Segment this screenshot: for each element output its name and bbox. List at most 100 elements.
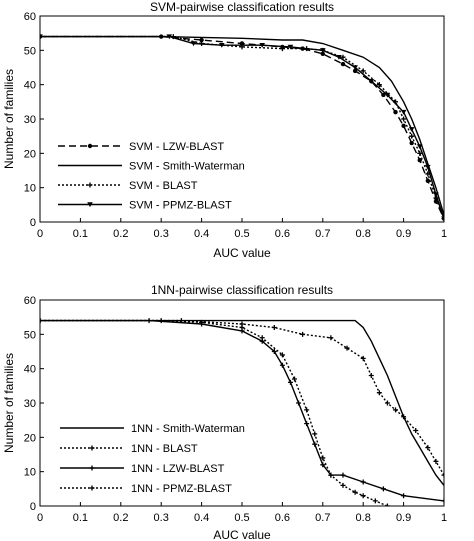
data-point [400, 109, 407, 115]
data-point [259, 42, 265, 48]
x-tick-label: 1 [441, 512, 447, 524]
data-point [360, 68, 366, 74]
y-tick-label: 40 [24, 80, 36, 92]
x-tick-label: 0.6 [275, 228, 290, 240]
data-point [199, 319, 205, 325]
y-tick-label: 0 [30, 217, 36, 229]
x-tick-label: 0.3 [154, 512, 169, 524]
x-tick-label: 0.2 [113, 228, 128, 240]
series-4 [40, 34, 444, 222]
data-point [368, 79, 375, 84]
series-group [40, 318, 444, 506]
legend-marker [89, 485, 95, 491]
legend-label: SVM - PPMZ-BLAST [129, 200, 232, 212]
legend-label: SVM - Smith-Waterman [129, 161, 245, 173]
legend-marker [89, 445, 95, 451]
data-point [312, 441, 318, 447]
x-axis-label: AUC value [213, 246, 271, 260]
data-point [312, 431, 318, 437]
x-tick-label: 1 [441, 228, 447, 240]
data-point [279, 362, 285, 368]
series-2 [40, 35, 444, 216]
x-tick-label: 0.9 [396, 228, 411, 240]
y-tick-label: 10 [24, 183, 36, 195]
series-line [40, 319, 444, 476]
data-point [433, 192, 439, 198]
series-3 [40, 34, 444, 222]
data-point [417, 158, 422, 163]
legend-entry: 1NN - LZW-BLAST [60, 463, 225, 475]
data-point [219, 42, 225, 48]
x-ticks: 0 0.1 0.2 0.3 0.4 0.5 0.6 0.7 0.8 0.9 1 [37, 218, 447, 240]
data-point [300, 331, 306, 337]
legend: SVM - LZW-BLAST SVM - Smith-Waterman SVM -… [58, 141, 245, 212]
y-tick-label: 50 [24, 45, 36, 57]
y-tick-label: 0 [30, 501, 36, 513]
x-tick-label: 0.2 [113, 512, 128, 524]
data-point [401, 123, 406, 129]
1nn-chart: 1NN-pairwise classification results AUC … [2, 283, 447, 541]
data-point [441, 498, 444, 504]
data-point [336, 55, 342, 60]
data-point [239, 324, 245, 330]
x-tick-label: 0 [37, 228, 43, 240]
x-axis-label: AUC value [213, 528, 271, 541]
data-point [340, 61, 346, 67]
y-tick-label: 30 [24, 114, 36, 126]
data-point [344, 345, 350, 351]
x-tick-label: 0.3 [154, 228, 169, 240]
legend-entry: SVM - PPMZ-BLAST [58, 200, 232, 212]
x-tick-label: 0.5 [234, 512, 249, 524]
x-tick-label: 0.1 [73, 228, 88, 240]
legend-label: 1NN - BLAST [131, 443, 198, 455]
data-point [408, 127, 415, 132]
x-tick-label: 0.9 [396, 512, 411, 524]
y-ticks: 0 10 20 30 40 50 60 [24, 11, 44, 229]
data-point [425, 164, 431, 170]
series-line [40, 35, 444, 219]
legend-label: SVM - BLAST [129, 180, 198, 192]
data-point [360, 493, 366, 499]
data-point [384, 400, 390, 406]
data-point [304, 421, 310, 427]
data-point [393, 109, 398, 115]
data-point [292, 376, 298, 382]
legend-marker [87, 182, 93, 188]
y-ticks: 0 10 20 30 40 50 60 [24, 295, 44, 513]
y-tick-label: 20 [24, 148, 36, 160]
data-point [425, 178, 431, 183]
chart-title: 1NN-pairwise classification results [151, 283, 333, 297]
data-point [380, 486, 386, 492]
legend-entry: 1NN - Smith-Waterman [60, 423, 245, 435]
data-point [425, 445, 431, 451]
data-point [287, 44, 294, 50]
x-tick-label: 0.4 [194, 512, 209, 524]
data-point [393, 407, 399, 413]
series-3 [40, 318, 444, 504]
data-point [304, 407, 310, 413]
y-axis-label: Number of families [2, 353, 16, 453]
legend: 1NN - Smith-Waterman 1NN - BLAST 1NN - LZW… [60, 423, 245, 495]
data-point [296, 400, 302, 406]
data-point [328, 335, 334, 341]
data-point [384, 503, 390, 506]
data-point [401, 414, 407, 420]
y-tick-label: 10 [24, 467, 36, 479]
data-point [381, 92, 386, 98]
data-point [279, 352, 285, 358]
data-point [368, 373, 374, 379]
chart-title: SVM-pairwise classification results [150, 0, 334, 14]
x-tick-label: 0.7 [315, 512, 330, 524]
legend-marker [89, 465, 95, 471]
data-point [340, 482, 346, 488]
data-point [360, 479, 366, 485]
data-point [372, 498, 378, 504]
legend-label: 1NN - LZW-BLAST [131, 463, 225, 475]
data-point [320, 51, 325, 56]
series-line [40, 319, 444, 502]
data-point [376, 390, 382, 396]
data-point [320, 455, 326, 461]
legend-label: 1NN - PPMZ-BLAST [131, 483, 232, 495]
data-point [340, 472, 346, 478]
